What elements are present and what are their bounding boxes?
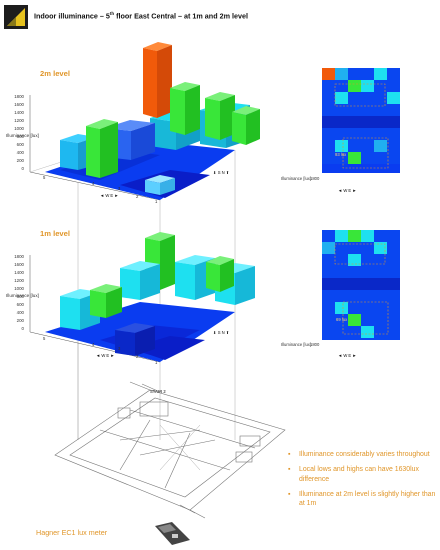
heatmap-2m-area-label: 93 lux — [335, 152, 347, 157]
level-1m-label: 1m level — [40, 229, 70, 238]
finding-item: Illuminance considerably varies througho… — [288, 450, 438, 460]
ylabel-1m: Illuminance [lux] — [6, 293, 39, 298]
meter-label: Hagner EC1 lux meter — [36, 528, 108, 537]
x-tick-1m-5: 5 — [43, 336, 46, 341]
x-tick-1m-4: 4 — [92, 342, 95, 347]
heatmap-2m-max: 1800 — [310, 176, 320, 181]
heatmap-1m-label: Illuminance [lux] — [281, 342, 312, 347]
x-tick-2m-5: 5 — [43, 175, 46, 180]
dir-sn-2m: ⬇ S N ⬆ — [213, 170, 230, 175]
heatmap-1m — [322, 230, 400, 340]
dir-heatmap-1m: ◄ W E ► — [338, 353, 357, 358]
finding-item: Local lows and highs can have 1630lux di… — [288, 465, 438, 484]
x-tick-1m-3: 3 — [118, 346, 121, 351]
finding-item: Illuminance at 2m level is slightly high… — [288, 490, 438, 509]
ylabel-2m: Illuminance [lux] — [6, 133, 39, 138]
slide-title: Indoor illuminance – 5th floor East Cent… — [34, 11, 248, 21]
floorplan-stair-label: STAIR 2 — [150, 389, 166, 394]
logo — [4, 5, 28, 29]
heatmap-1m-max: 1800 — [310, 342, 320, 347]
findings-list: Illuminance considerably varies througho… — [288, 450, 438, 514]
level-2m-label: 2m level — [40, 69, 70, 78]
x-tick-2m-4: 4 — [92, 181, 95, 186]
heatmap-2m — [322, 68, 400, 173]
dir-we-2m: ◄ W E ► — [100, 193, 119, 198]
x-tick-2m-1: 1 — [155, 199, 158, 204]
dir-sn-1m: ⬇ S N ⬆ — [213, 330, 230, 335]
heatmap-2m-label: Illuminance [lux] — [281, 176, 312, 181]
x-tick-1m-2: 2 — [136, 354, 139, 359]
x-tick-2m-2: 2 — [136, 194, 139, 199]
dir-we-1m: ◄ W E ► — [96, 353, 115, 358]
dir-heatmap-2m: ◄ W E ► — [338, 188, 357, 193]
x-tick-2m-3: 3 — [118, 186, 121, 191]
heatmap-1m-area-label: 69 lux — [336, 317, 348, 322]
x-tick-1m-1: 1 — [155, 360, 158, 365]
